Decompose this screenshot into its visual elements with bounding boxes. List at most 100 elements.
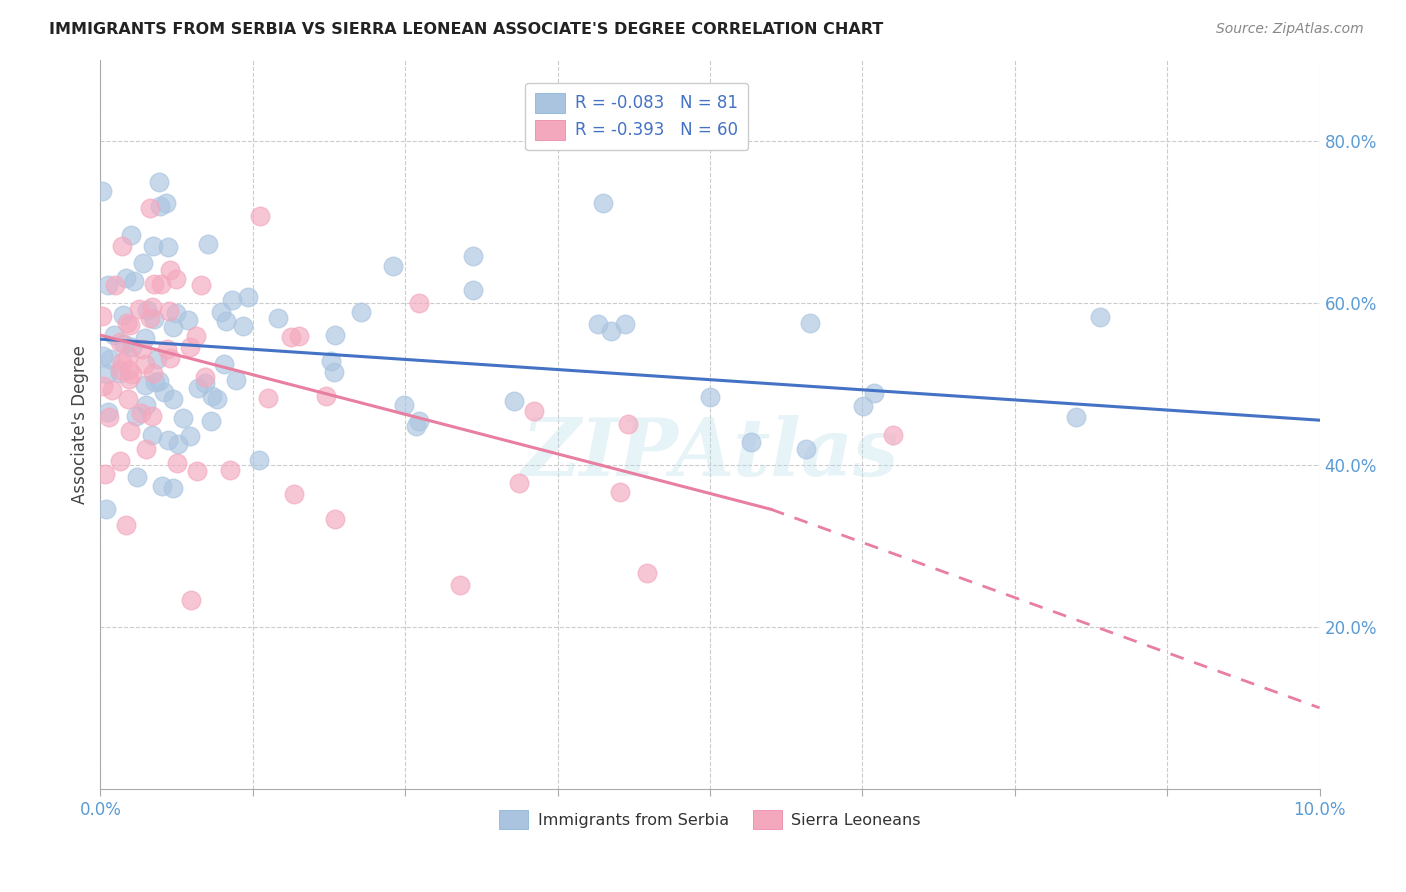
Point [120, 228, 142, 243]
Point [162, 392, 184, 406]
Point [221, 293, 243, 308]
Point [325, 512, 347, 526]
Point [127, 470, 149, 484]
Point [408, 296, 430, 310]
Point [136, 302, 159, 317]
Point [132, 256, 155, 270]
Point [108, 454, 131, 468]
Point [636, 566, 658, 580]
Point [111, 355, 134, 369]
Point [108, 366, 131, 380]
Point [236, 290, 259, 304]
Point [143, 277, 166, 291]
Point [165, 272, 187, 286]
Point [143, 376, 166, 390]
Point [150, 479, 173, 493]
Point [232, 318, 254, 333]
Point [177, 313, 200, 327]
Point [315, 389, 337, 403]
Point [141, 409, 163, 424]
Point [90, 184, 112, 198]
Point [142, 239, 165, 253]
Point [186, 464, 208, 478]
Point [157, 240, 180, 254]
Point [162, 482, 184, 496]
Point [148, 374, 170, 388]
Point [115, 270, 138, 285]
Point [112, 337, 135, 351]
Text: Source: ZipAtlas.com: Source: ZipAtlas.com [1216, 22, 1364, 37]
Point [167, 437, 190, 451]
Point [150, 277, 173, 292]
Point [139, 311, 162, 326]
Point [142, 366, 165, 380]
Point [740, 434, 762, 449]
Point [166, 456, 188, 470]
Point [97, 405, 120, 419]
Point [101, 383, 124, 397]
Point [283, 487, 305, 501]
Point [197, 237, 219, 252]
Point [145, 352, 167, 367]
Point [108, 335, 131, 350]
Point [323, 328, 346, 343]
Y-axis label: Associate's Degree: Associate's Degree [72, 345, 89, 504]
Point [408, 414, 430, 428]
Point [214, 357, 236, 371]
Point [180, 593, 202, 607]
Point [104, 278, 127, 293]
Point [592, 195, 614, 210]
Text: IMMIGRANTS FROM SERBIA VS SIERRA LEONEAN ASSOCIATE'S DEGREE CORRELATION CHART: IMMIGRANTS FROM SERBIA VS SIERRA LEONEAN… [49, 22, 883, 37]
Point [125, 409, 148, 424]
Point [139, 201, 162, 215]
Point [159, 263, 181, 277]
Point [201, 389, 224, 403]
Point [117, 392, 139, 406]
Point [134, 331, 156, 345]
Point [381, 259, 404, 273]
Point [131, 342, 153, 356]
Point [200, 414, 222, 428]
Point [218, 463, 240, 477]
Point [162, 320, 184, 334]
Text: ZIPAtlas: ZIPAtlas [522, 415, 898, 492]
Point [94, 502, 117, 516]
Point [179, 429, 201, 443]
Point [155, 196, 177, 211]
Point [108, 363, 131, 377]
Point [115, 518, 138, 533]
Point [350, 305, 373, 319]
Point [463, 283, 485, 297]
Point [249, 209, 271, 223]
Point [159, 351, 181, 365]
Point [118, 372, 141, 386]
Point [321, 353, 343, 368]
Point [523, 404, 546, 418]
Point [97, 277, 120, 292]
Point [91, 379, 114, 393]
Point [267, 310, 290, 325]
Point [111, 308, 134, 322]
Point [280, 330, 302, 344]
Point [96, 367, 118, 381]
Point [257, 392, 280, 406]
Point [187, 381, 209, 395]
Point [117, 349, 139, 363]
Point [852, 399, 875, 413]
Point [141, 300, 163, 314]
Point [141, 427, 163, 442]
Point [288, 329, 311, 343]
Point [405, 418, 427, 433]
Point [97, 410, 120, 425]
Point [179, 340, 201, 354]
Point [111, 239, 134, 253]
Point [1088, 310, 1111, 324]
Point [225, 373, 247, 387]
Point [156, 434, 179, 448]
Point [599, 324, 621, 338]
Point [862, 385, 884, 400]
Point [121, 340, 143, 354]
Legend: Immigrants from Serbia, Sierra Leoneans: Immigrants from Serbia, Sierra Leoneans [494, 804, 927, 836]
Point [98, 351, 121, 366]
Point [209, 305, 232, 319]
